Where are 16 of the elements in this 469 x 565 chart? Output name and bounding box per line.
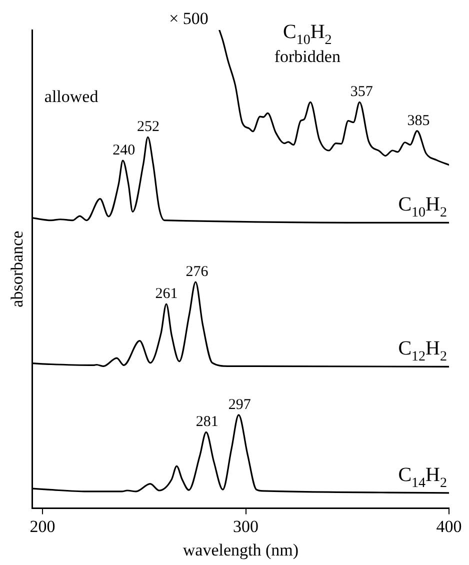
annotation: forbidden	[274, 47, 341, 66]
annotation: 281	[196, 414, 218, 430]
x-tick-label: 200	[30, 516, 56, 536]
text: × 500	[169, 9, 208, 28]
annotation: 297	[228, 396, 252, 413]
annotation: 261	[155, 286, 178, 302]
x-axis-title: wavelength (nm)	[182, 540, 299, 560]
x-tick-label: 300	[233, 516, 259, 536]
annotation: 385	[407, 112, 430, 129]
annotation: 276	[186, 264, 209, 280]
annotation: 252	[136, 119, 160, 136]
annotation: 240	[112, 142, 136, 159]
annotation: 357	[350, 84, 374, 100]
annotation: allowed	[44, 87, 99, 106]
x-tick-label: 400	[436, 516, 462, 536]
y-axis-title: absorbance	[8, 230, 27, 308]
